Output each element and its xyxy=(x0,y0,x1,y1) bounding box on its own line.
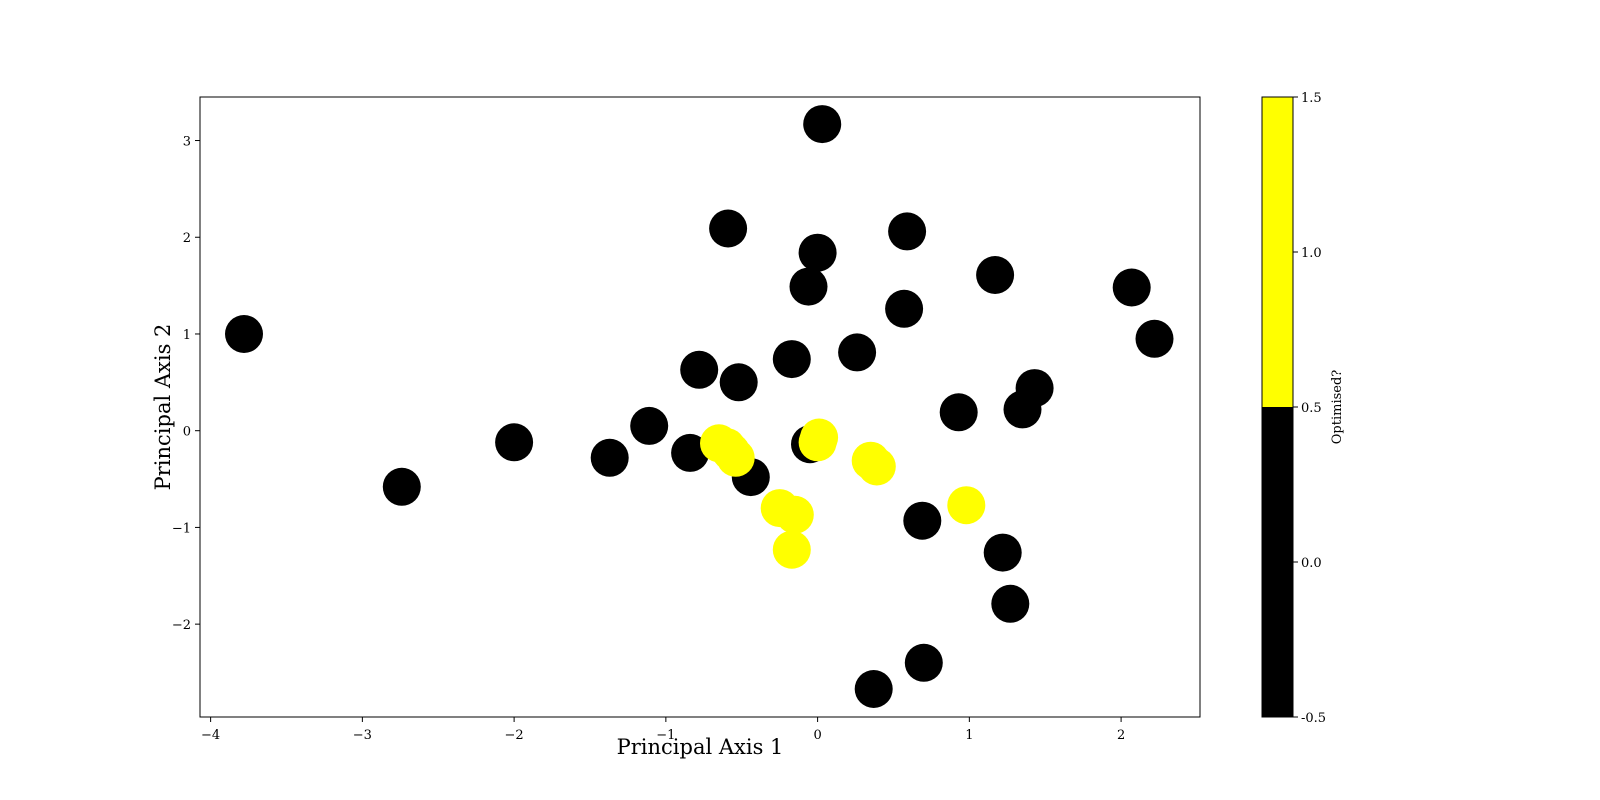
colorbar-tick-label: 1.0 xyxy=(1301,246,1322,261)
y-tick-label: −2 xyxy=(172,618,191,633)
data-point-28 xyxy=(1135,319,1174,358)
colorbar-tick-label: 0.5 xyxy=(1301,401,1322,416)
colorbar-segment-0 xyxy=(1262,407,1293,717)
data-point-11 xyxy=(789,267,828,306)
data-point-22 xyxy=(976,256,1015,294)
colorbar-tick-label: -0.5 xyxy=(1301,711,1326,726)
data-point-18 xyxy=(888,212,927,251)
data-point-7 xyxy=(709,209,748,248)
y-tick-label: −1 xyxy=(172,521,191,536)
x-tick-label: −2 xyxy=(505,728,524,743)
plot-frame xyxy=(199,96,1201,718)
data-point-13 xyxy=(798,233,837,272)
data-point-8 xyxy=(719,363,758,402)
data-point-5 xyxy=(671,433,710,472)
data-point-15 xyxy=(838,333,877,372)
y-tick-label: 1 xyxy=(183,328,191,343)
optimised-point-37 xyxy=(800,418,839,457)
optimised-point-34 xyxy=(775,495,814,534)
optimised-point-40 xyxy=(947,486,986,525)
data-point-16 xyxy=(854,670,893,708)
data-point-19 xyxy=(903,501,942,540)
data-point-3 xyxy=(590,438,629,477)
y-axis-ticks: −2 −1 0 1 2 3 xyxy=(172,135,200,633)
y-tick-label: 3 xyxy=(183,135,191,150)
optimised-point-32 xyxy=(716,438,755,477)
data-point-27 xyxy=(1112,268,1151,307)
optimised-point-35 xyxy=(772,530,811,569)
x-tick-label: −3 xyxy=(353,728,372,743)
x-tick-label: −4 xyxy=(201,728,220,743)
data-point-4 xyxy=(630,406,669,445)
data-point-24 xyxy=(991,584,1030,623)
data-point-10 xyxy=(772,340,811,379)
x-tick-label: 1 xyxy=(965,728,973,743)
data-point-2 xyxy=(495,423,534,462)
y-axis-label: Principal Axis 2 xyxy=(151,324,175,491)
data-point-17 xyxy=(885,289,924,328)
plot-background xyxy=(200,97,1200,717)
colorbar-segment-1 xyxy=(1262,97,1293,407)
plot-area: −4 −3 −2 −1 0 1 2 −2 −1 0 1 2 3 xyxy=(172,96,1201,743)
data-point-6 xyxy=(680,350,719,389)
data-point-21 xyxy=(939,393,978,432)
colorbar-tick-label: 0.0 xyxy=(1301,556,1322,571)
data-point-23 xyxy=(983,533,1022,572)
colorbar-segments xyxy=(1262,97,1293,717)
data-point-1 xyxy=(382,467,421,506)
colorbar: -0.5 0.0 0.5 1.0 1.5 Optimised? xyxy=(1261,91,1345,726)
y-tick-label: 0 xyxy=(183,425,191,440)
data-point-14 xyxy=(803,105,842,144)
data-point-26 xyxy=(1015,369,1054,408)
data-points xyxy=(225,105,1174,708)
colorbar-ticks: -0.5 0.0 0.5 1.0 1.5 xyxy=(1293,91,1326,726)
x-axis-label: Principal Axis 1 xyxy=(617,735,784,759)
colorbar-label: Optimised? xyxy=(1330,370,1345,445)
x-tick-label: 2 xyxy=(1117,728,1125,743)
optimised-point-39 xyxy=(857,447,896,486)
colorbar-tick-label: 1.5 xyxy=(1301,91,1322,106)
x-tick-label: −1 xyxy=(656,728,675,743)
x-tick-label: 0 xyxy=(813,728,821,743)
data-point-0 xyxy=(225,315,263,353)
x-axis-ticks: −4 −3 −2 −1 0 1 2 xyxy=(201,717,1125,743)
data-point-20 xyxy=(904,643,943,682)
y-tick-label: 2 xyxy=(183,231,191,246)
